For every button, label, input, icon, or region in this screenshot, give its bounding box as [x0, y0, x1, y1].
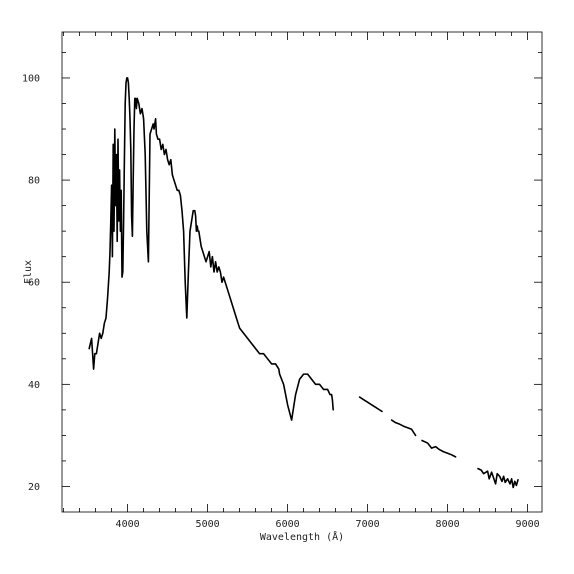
x-tick-label: 5000 [196, 519, 220, 530]
y-tick-label: 40 [28, 380, 40, 391]
y-axis-title: Flux [23, 260, 34, 284]
x-tick-label: 7000 [356, 519, 380, 530]
spectrum-series [88, 77, 519, 489]
y-tick-label: 100 [22, 73, 40, 84]
axis-ticks [62, 32, 542, 512]
spectrum-segment [358, 396, 383, 413]
spectrum-segment [421, 439, 457, 458]
y-tick-label: 80 [28, 176, 40, 187]
spectrum-segment [88, 77, 334, 421]
x-tick-label: 9000 [516, 519, 540, 530]
y-tick-label: 20 [28, 482, 40, 493]
plot-frame [61, 31, 543, 513]
x-tick-label: 8000 [436, 519, 460, 530]
y-tick-label: 60 [28, 278, 40, 289]
x-axis-title: Wavelength (Å) [260, 530, 344, 543]
x-tick-label: 4000 [116, 519, 140, 530]
tick-labels: 4000 5000 6000 7000 8000 9000 20 40 60 80 100 [22, 73, 540, 530]
x-tick-label: 6000 [276, 519, 300, 530]
spectrum-segment [477, 467, 519, 489]
spectrum-segment [390, 419, 417, 437]
